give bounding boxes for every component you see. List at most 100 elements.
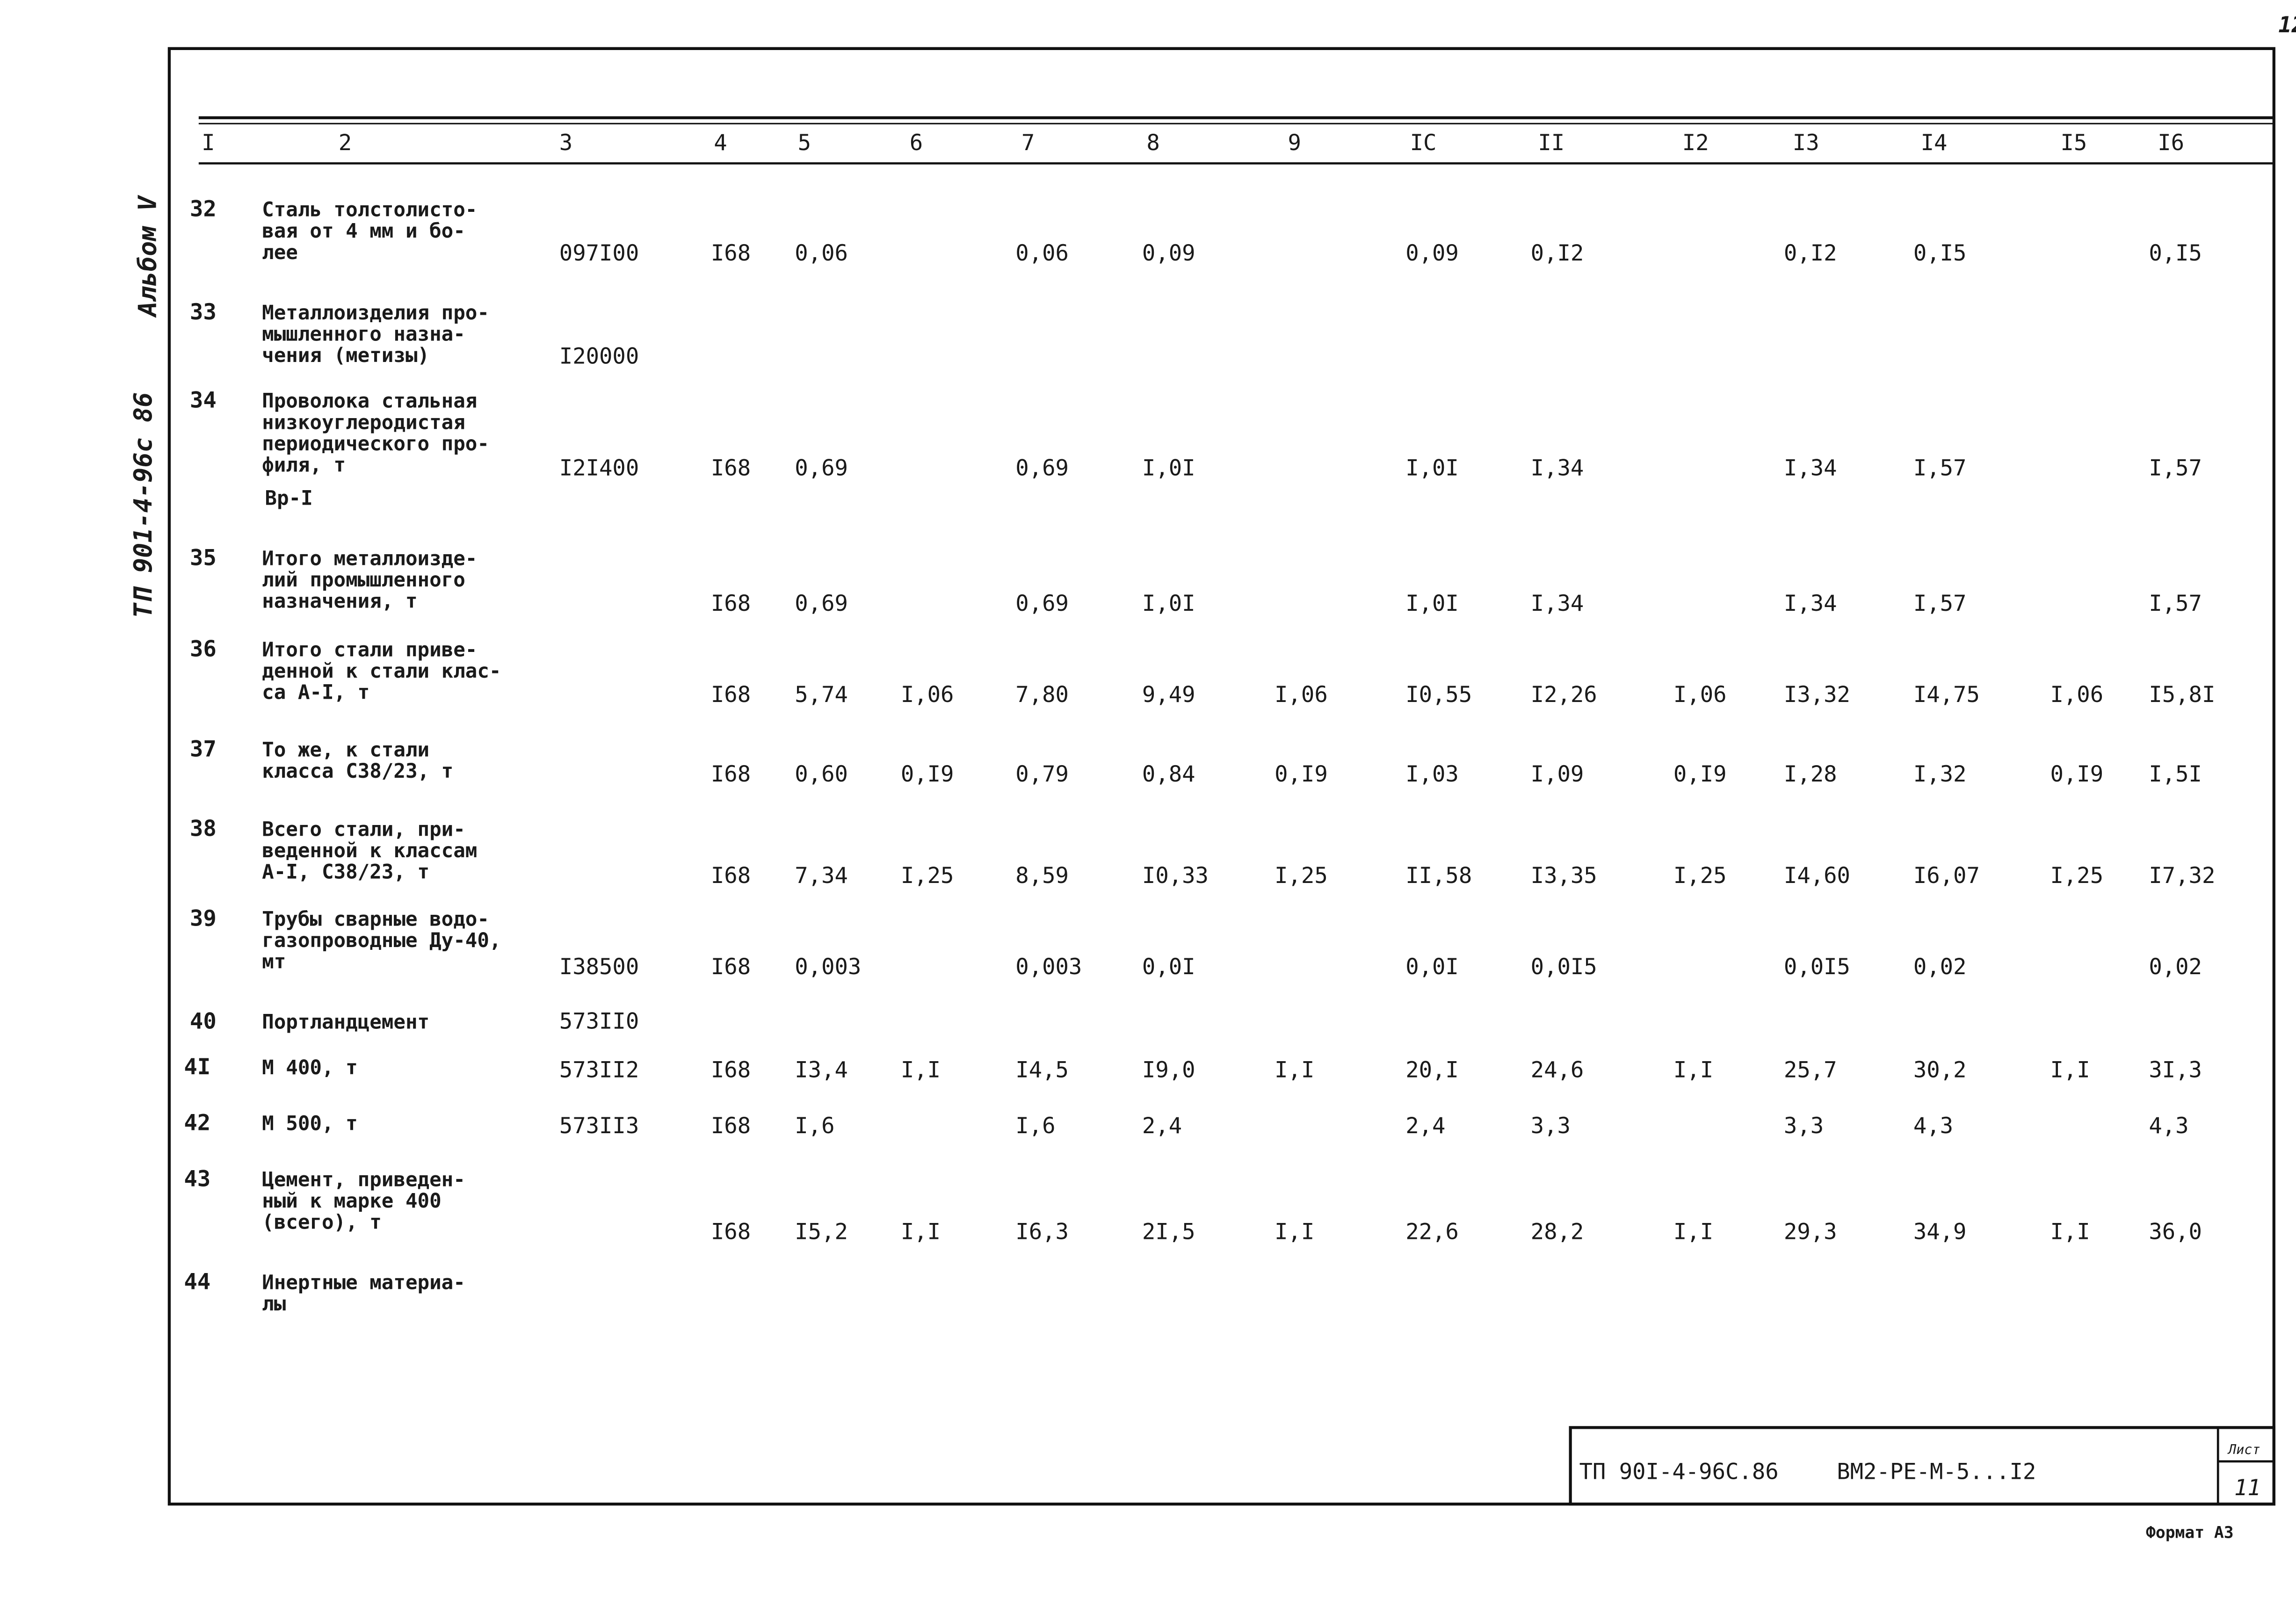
album-label: Альбом V bbox=[133, 195, 162, 318]
cell-value: I,28 bbox=[1784, 761, 1837, 787]
row-name: Портландцемент bbox=[262, 1011, 429, 1034]
row-code: 573II2 bbox=[559, 1057, 639, 1083]
row-name: класса С38/23, т bbox=[262, 760, 453, 783]
row-name: лее bbox=[262, 241, 298, 264]
column-header: I6 bbox=[2158, 130, 2184, 156]
cell-value: 29,3 bbox=[1784, 1219, 1837, 1245]
row-code: I20000 bbox=[559, 343, 639, 369]
row-code: 097I00 bbox=[559, 240, 639, 266]
row-grade: Вр-I bbox=[265, 487, 312, 510]
cell-value: I,57 bbox=[1913, 591, 1967, 616]
cell-value: I0,55 bbox=[1405, 682, 1472, 708]
row-name: периодического про- bbox=[262, 433, 489, 456]
row-number: 34 bbox=[190, 388, 217, 413]
cell-value: 4,3 bbox=[1913, 1113, 1953, 1139]
cell-value: I,06 bbox=[2050, 682, 2103, 708]
column-header: I bbox=[202, 130, 215, 156]
cell-value: 0,I5 bbox=[1913, 240, 1967, 266]
cell-value: I68 bbox=[711, 1113, 751, 1139]
row-number: 39 bbox=[190, 905, 217, 931]
cell-value: I,6 bbox=[1015, 1113, 1055, 1139]
cell-value: I68 bbox=[711, 591, 751, 616]
column-header: 5 bbox=[798, 130, 811, 156]
cell-value: 0,0I5 bbox=[1784, 954, 1850, 980]
cell-value: I6,07 bbox=[1913, 863, 1980, 889]
cell-value: I,25 bbox=[1275, 863, 1328, 889]
cell-value: 0,69 bbox=[795, 455, 848, 481]
row-name: низкоуглеродистая bbox=[262, 411, 465, 434]
cell-value: 0,02 bbox=[2149, 954, 2202, 980]
cell-value: 0,69 bbox=[1015, 591, 1069, 616]
row-number: 42 bbox=[184, 1110, 210, 1136]
cell-value: 28,2 bbox=[1531, 1219, 1584, 1245]
row-name: мт bbox=[262, 951, 286, 974]
cell-value: 20,I bbox=[1405, 1057, 1459, 1083]
row-code: I2I400 bbox=[559, 455, 639, 481]
cell-value: I,57 bbox=[1913, 455, 1967, 481]
row-name: Цемент, приведен- bbox=[262, 1168, 465, 1191]
column-header: II bbox=[1538, 130, 1564, 156]
row-number: 36 bbox=[190, 636, 217, 662]
cell-value: 0,06 bbox=[795, 240, 848, 266]
cell-value: 4,3 bbox=[2149, 1113, 2188, 1139]
row-name: Сталь толстолисто- bbox=[262, 199, 477, 222]
cell-value: 5,74 bbox=[795, 682, 848, 708]
row-name: То же, к стали bbox=[262, 738, 429, 761]
cell-value: 0,09 bbox=[1142, 240, 1195, 266]
column-header: I2 bbox=[1682, 130, 1709, 156]
row-name: лий промышленного bbox=[262, 569, 465, 592]
row-number: 43 bbox=[184, 1166, 210, 1192]
row-name: М 400, т bbox=[262, 1056, 358, 1079]
row-number: 38 bbox=[190, 816, 217, 841]
stamp-doc: ТП 90I-4-96С.86 bbox=[1579, 1459, 1779, 1485]
row-number: 44 bbox=[184, 1269, 210, 1295]
cell-value: I,57 bbox=[2149, 591, 2202, 616]
stamp-box bbox=[1569, 1426, 2275, 1506]
cell-value: I68 bbox=[711, 455, 751, 481]
row-name: вая от 4 мм и бо- bbox=[262, 220, 465, 243]
cell-value: I68 bbox=[711, 761, 751, 787]
cell-value: I,6 bbox=[795, 1113, 834, 1139]
cell-value: 0,02 bbox=[1913, 954, 1967, 980]
cell-value: I,I bbox=[2050, 1057, 2090, 1083]
cell-value: I4,60 bbox=[1784, 863, 1850, 889]
cell-value: I3,4 bbox=[795, 1057, 848, 1083]
row-name: Всего стали, при- bbox=[262, 818, 465, 841]
row-name: Металлоизделия про- bbox=[262, 302, 489, 325]
cell-value: 0,I9 bbox=[1673, 761, 1727, 787]
row-number: 4I bbox=[184, 1054, 210, 1080]
cell-value: 0,I9 bbox=[1275, 761, 1328, 787]
row-name: лы bbox=[262, 1293, 286, 1316]
cell-value: I4,75 bbox=[1913, 682, 1980, 708]
cell-value: I6,3 bbox=[1015, 1219, 1069, 1245]
cell-value: I5,8I bbox=[2149, 682, 2215, 708]
cell-value: I68 bbox=[711, 682, 751, 708]
cell-value: 34,9 bbox=[1913, 1219, 1967, 1245]
cell-value: I3,32 bbox=[1784, 682, 1850, 708]
cell-value: I,06 bbox=[1673, 682, 1727, 708]
cell-value: I,I bbox=[1275, 1219, 1314, 1245]
cell-value: 0,79 bbox=[1015, 761, 1069, 787]
row-code: 573II3 bbox=[559, 1113, 639, 1139]
row-name: назначения, т bbox=[262, 590, 417, 613]
cell-value: I,32 bbox=[1913, 761, 1967, 787]
cell-value: 0,0I5 bbox=[1531, 954, 1597, 980]
cell-value: 2,4 bbox=[1405, 1113, 1445, 1139]
cell-value: I,I bbox=[2050, 1219, 2090, 1245]
column-header: 7 bbox=[1021, 130, 1035, 156]
cell-value: 22,6 bbox=[1405, 1219, 1459, 1245]
row-name: А-I, С38/23, т bbox=[262, 861, 429, 884]
cell-value: I,I bbox=[1673, 1057, 1713, 1083]
cell-value: 2I,5 bbox=[1142, 1219, 1195, 1245]
cell-value: 0,003 bbox=[1015, 954, 1082, 980]
row-name: М 500, т bbox=[262, 1113, 358, 1136]
cell-value: 2,4 bbox=[1142, 1113, 1182, 1139]
page-number: 12 bbox=[2278, 12, 2296, 38]
cell-value: 9,49 bbox=[1142, 682, 1195, 708]
cell-value: 0,84 bbox=[1142, 761, 1195, 787]
page-frame bbox=[167, 47, 2275, 1506]
cell-value: 30,2 bbox=[1913, 1057, 1967, 1083]
cell-value: I,06 bbox=[1275, 682, 1328, 708]
column-header: IC bbox=[1410, 130, 1437, 156]
column-header: 2 bbox=[339, 130, 352, 156]
